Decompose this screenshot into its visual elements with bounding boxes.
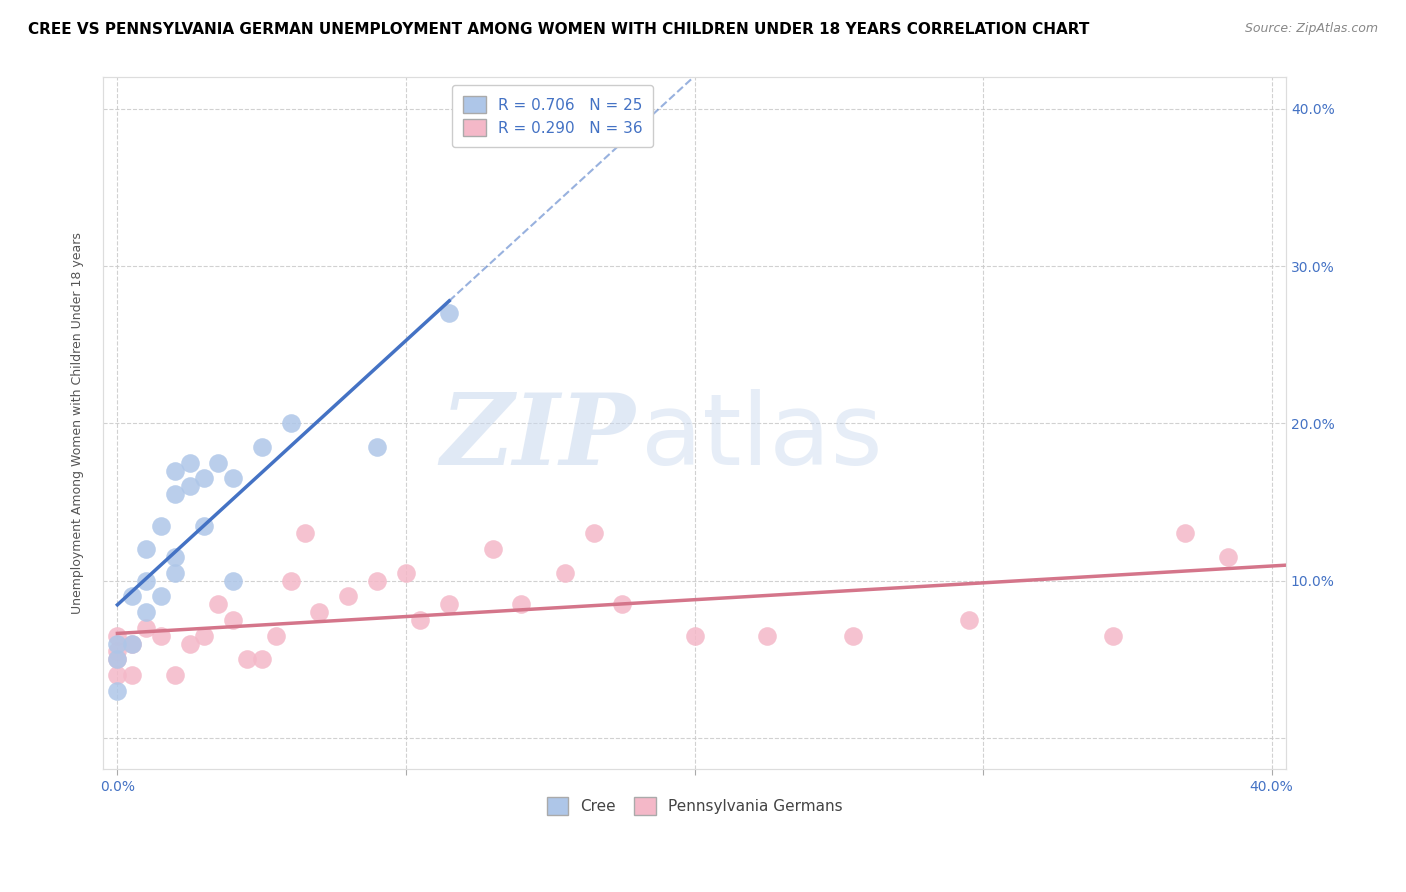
- Point: [366, 440, 388, 454]
- Point: [179, 456, 201, 470]
- Point: [165, 566, 187, 580]
- Point: [1174, 526, 1197, 541]
- Point: [121, 668, 143, 682]
- Point: [250, 652, 273, 666]
- Point: [957, 613, 980, 627]
- Point: [107, 683, 129, 698]
- Point: [264, 629, 287, 643]
- Point: [582, 526, 605, 541]
- Point: [207, 456, 229, 470]
- Point: [683, 629, 706, 643]
- Point: [107, 644, 129, 658]
- Point: [612, 597, 634, 611]
- Point: [121, 636, 143, 650]
- Point: [165, 464, 187, 478]
- Legend: Cree, Pennsylvania Germans: Cree, Pennsylvania Germans: [537, 788, 852, 824]
- Point: [193, 518, 215, 533]
- Point: [395, 566, 418, 580]
- Point: [337, 590, 360, 604]
- Point: [149, 518, 172, 533]
- Text: CREE VS PENNSYLVANIA GERMAN UNEMPLOYMENT AMONG WOMEN WITH CHILDREN UNDER 18 YEAR: CREE VS PENNSYLVANIA GERMAN UNEMPLOYMENT…: [28, 22, 1090, 37]
- Point: [193, 471, 215, 485]
- Point: [193, 629, 215, 643]
- Point: [222, 574, 245, 588]
- Point: [135, 621, 157, 635]
- Point: [481, 542, 503, 557]
- Point: [165, 668, 187, 682]
- Point: [1218, 549, 1240, 564]
- Point: [107, 652, 129, 666]
- Point: [294, 526, 316, 541]
- Text: atlas: atlas: [641, 389, 883, 486]
- Point: [510, 597, 533, 611]
- Point: [280, 574, 302, 588]
- Text: Source: ZipAtlas.com: Source: ZipAtlas.com: [1244, 22, 1378, 36]
- Point: [222, 471, 245, 485]
- Point: [135, 542, 157, 557]
- Point: [149, 590, 172, 604]
- Y-axis label: Unemployment Among Women with Children Under 18 years: Unemployment Among Women with Children U…: [72, 233, 84, 615]
- Point: [165, 487, 187, 501]
- Point: [207, 597, 229, 611]
- Point: [439, 597, 461, 611]
- Point: [236, 652, 259, 666]
- Point: [107, 668, 129, 682]
- Point: [179, 636, 201, 650]
- Point: [250, 440, 273, 454]
- Point: [107, 652, 129, 666]
- Point: [755, 629, 778, 643]
- Point: [1102, 629, 1125, 643]
- Point: [280, 417, 302, 431]
- Point: [439, 306, 461, 320]
- Point: [165, 549, 187, 564]
- Point: [554, 566, 576, 580]
- Point: [121, 636, 143, 650]
- Point: [107, 629, 129, 643]
- Point: [121, 590, 143, 604]
- Point: [135, 574, 157, 588]
- Point: [366, 574, 388, 588]
- Point: [149, 629, 172, 643]
- Point: [409, 613, 432, 627]
- Point: [179, 479, 201, 493]
- Point: [842, 629, 865, 643]
- Point: [135, 605, 157, 619]
- Text: ZIP: ZIP: [440, 389, 636, 485]
- Point: [308, 605, 330, 619]
- Point: [222, 613, 245, 627]
- Point: [107, 636, 129, 650]
